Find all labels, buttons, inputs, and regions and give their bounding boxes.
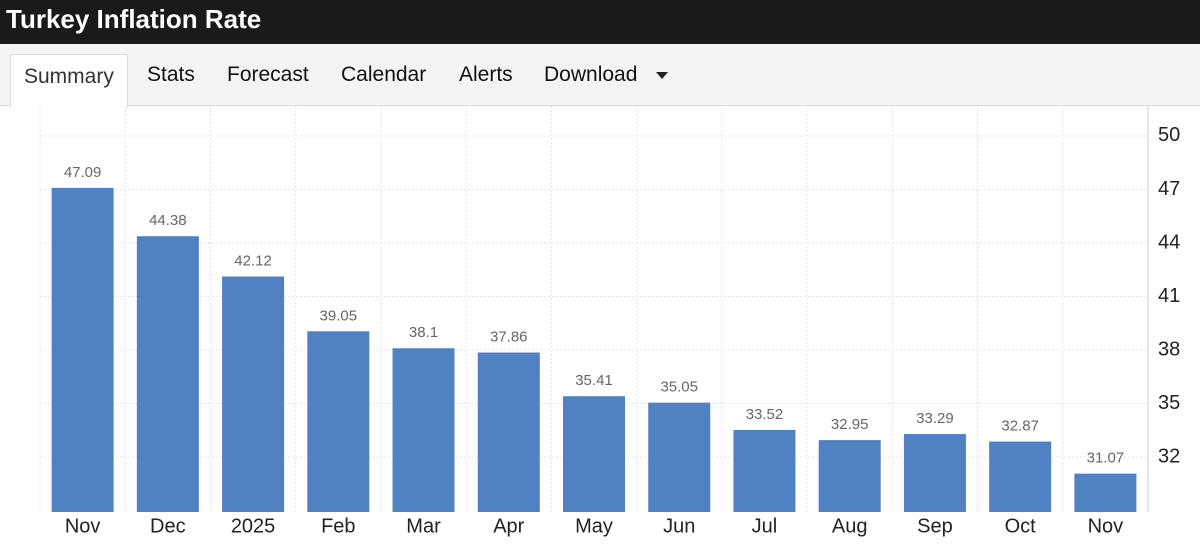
y-tick-label: 50 xyxy=(1158,124,1180,146)
bar xyxy=(222,276,285,512)
bar xyxy=(51,187,114,512)
tab[interactable]: Summary xyxy=(10,54,128,108)
x-tick-label: Jun xyxy=(663,515,695,537)
x-tick-label: Apr xyxy=(493,515,524,537)
bar xyxy=(1074,473,1137,512)
x-tick-label: Nov xyxy=(65,515,101,537)
x-tick-label: Dec xyxy=(150,515,186,537)
value-label: 31.07 xyxy=(1087,450,1125,467)
x-tick-label: Mar xyxy=(406,515,441,537)
y-tick-label: 35 xyxy=(1158,392,1180,414)
x-tick-label: Sep xyxy=(917,515,953,537)
tab[interactable]: Stats xyxy=(147,63,195,86)
y-tick-label: 38 xyxy=(1158,338,1180,360)
tab[interactable]: Forecast xyxy=(227,63,309,86)
bar xyxy=(136,236,199,513)
dropdown-caret[interactable] xyxy=(655,71,669,81)
tab[interactable]: Download xyxy=(544,63,638,86)
x-tick-label: May xyxy=(575,515,613,537)
value-label: 39.05 xyxy=(320,307,358,324)
value-label: 32.87 xyxy=(1001,418,1039,435)
x-tick-label: Feb xyxy=(321,515,355,537)
bar xyxy=(818,440,881,512)
value-label: 33.29 xyxy=(916,410,954,427)
bar xyxy=(307,331,370,512)
bar xyxy=(563,396,625,512)
value-label: 37.86 xyxy=(490,328,528,345)
x-tick-label: Aug xyxy=(832,515,868,537)
x-tick-label: Nov xyxy=(1088,515,1124,537)
bar xyxy=(392,348,455,512)
tab[interactable]: Alerts xyxy=(459,63,513,86)
x-tick-label: Oct xyxy=(1005,515,1037,537)
bar xyxy=(648,402,711,512)
value-label: 44.38 xyxy=(149,212,187,229)
bar xyxy=(477,352,540,512)
x-tick-label: 2025 xyxy=(231,515,276,537)
x-tick-label: Jul xyxy=(752,515,778,537)
value-label: 42.12 xyxy=(234,253,272,270)
tab[interactable]: Calendar xyxy=(341,63,427,86)
y-tick-label: 44 xyxy=(1158,231,1180,253)
chart: 32 35 38 41 44 47 50 47.09 Nov 44.38 Dec 42.12 2025 3… xyxy=(39,106,1180,537)
page-title: Turkey Inflation Rate xyxy=(6,4,262,34)
value-label: 47.09 xyxy=(64,164,102,181)
tab-bar: Summary Stats Forecast Calendar Alerts D… xyxy=(0,44,1200,108)
bar xyxy=(903,434,966,512)
value-label: 35.05 xyxy=(660,379,698,396)
bar xyxy=(989,441,1052,512)
y-tick-label: 41 xyxy=(1158,285,1180,307)
value-label: 33.52 xyxy=(746,406,784,423)
header: Turkey Inflation Rate xyxy=(0,0,1200,44)
value-label: 32.95 xyxy=(831,416,869,433)
y-tick-label: 47 xyxy=(1158,178,1180,200)
value-label: 35.41 xyxy=(575,372,613,389)
y-tick-label: 32 xyxy=(1158,445,1180,467)
value-label: 38.1 xyxy=(409,324,438,341)
bar xyxy=(733,429,796,512)
